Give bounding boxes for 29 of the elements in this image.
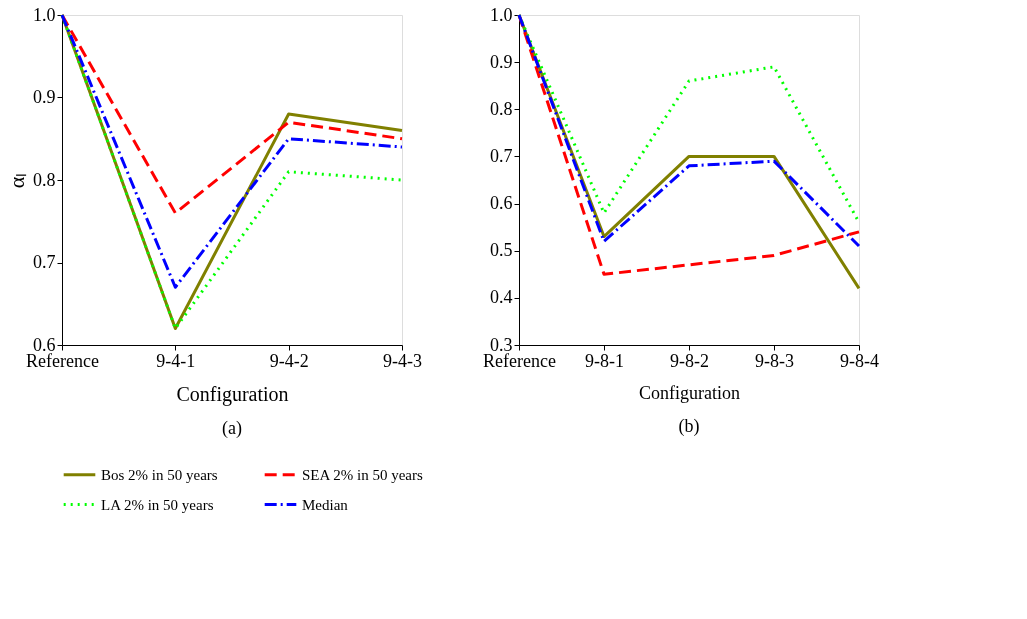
x-tick-label: Reference: [483, 350, 556, 371]
text: (a): [222, 418, 242, 439]
x-tick-label: 9-8-4: [840, 350, 879, 371]
y-tick-label: 0.6: [490, 193, 513, 214]
x-tick-label: 9-4-3: [383, 350, 422, 371]
x-tick-label: 9-8-1: [585, 350, 624, 371]
y-tick-label: 0.7: [490, 145, 513, 166]
x-axis-title: Configuration: [176, 382, 289, 406]
x-tick-label: 9-4-2: [269, 350, 309, 371]
x-tick-label: Reference: [26, 350, 99, 371]
y-tick-label: 0.9: [33, 87, 56, 107]
y-tick-label: 0.9: [490, 51, 513, 72]
y-tick-label: 1.0: [490, 4, 513, 25]
y-tick-label: 0.7: [33, 252, 56, 272]
legend-label: Median: [302, 496, 349, 513]
y-tick-label: 0.4: [490, 287, 513, 308]
x-tick-label: 9-8-2: [670, 350, 709, 371]
y-tick-label: 0.8: [490, 98, 513, 119]
y-axis-title: αₗ: [4, 172, 29, 189]
y-tick-label: 1.0: [33, 4, 56, 25]
text: (b): [678, 416, 700, 437]
x-tick-label: 9-4-1: [156, 350, 196, 371]
legend-label: LA 2% in 50 years: [101, 496, 214, 513]
y-tick-label: 0.8: [33, 169, 56, 190]
y-tick-label: 0.5: [490, 240, 513, 261]
x-tick-label: 9-8-3: [755, 350, 794, 371]
x-axis-title: Configuration: [639, 382, 740, 403]
legend-label: SEA 2% in 50 years: [302, 466, 423, 483]
legend-label: Bos 2% in 50 years: [101, 466, 218, 483]
